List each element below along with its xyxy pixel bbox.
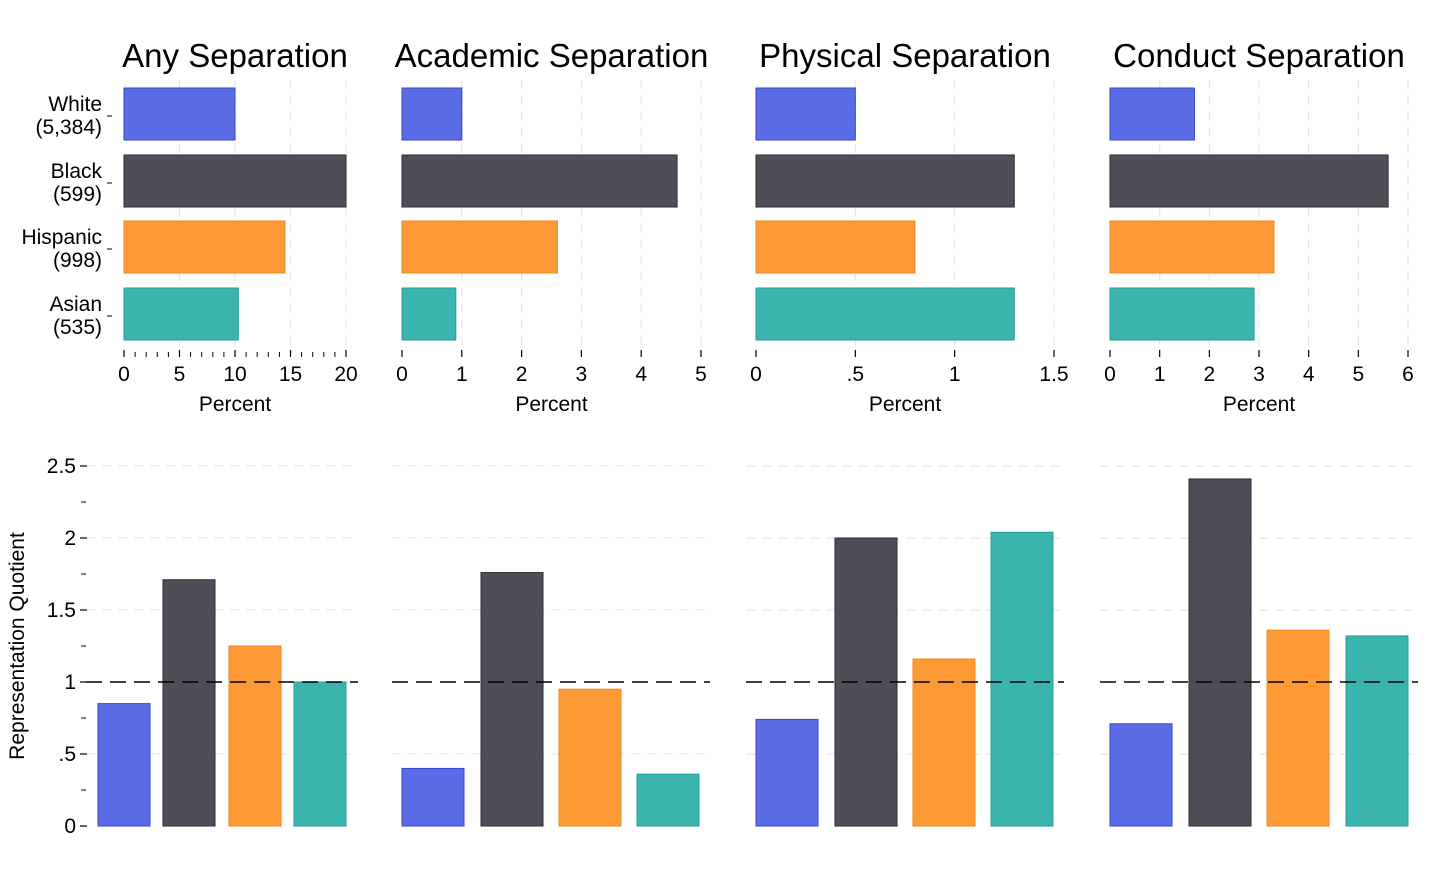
bar-asian [636,773,700,827]
bar-hispanic [1109,220,1275,274]
x-tick-label: 0 [396,363,408,386]
bar-white [1109,723,1173,827]
panel-title: Physical Separation [759,37,1051,74]
y-axis-label: Representation Quotient [6,532,29,760]
bar-hispanic [401,220,558,274]
x-tick-label: 1 [1154,363,1166,386]
bar-black [162,579,216,827]
category-count-label: (599) [53,183,102,206]
y-tick-label: 1.5 [47,599,76,622]
y-tick-label: 0 [64,815,76,838]
panel-title: Academic Separation [395,37,709,74]
x-tick-label: 0 [750,363,762,386]
x-tick-label: 2 [1203,363,1215,386]
bar-hispanic [558,688,622,827]
bar-asian [990,531,1054,827]
bar-black [1109,154,1389,208]
x-tick-label: 5 [695,363,707,386]
x-tick-label: 2 [516,363,528,386]
bar-black [755,154,1015,208]
y-tick-label: 1 [64,671,76,694]
y-tick-label: 2 [64,527,76,550]
bar-asian [401,287,457,341]
category-label: Asian [49,293,102,316]
bar-asian [1109,287,1255,341]
bar-black [123,154,347,208]
category-count-label: (5,384) [35,116,102,139]
panel-title: Conduct Separation [1113,37,1405,74]
x-tick-label: 10 [223,363,246,386]
x-tick-label: 3 [1253,363,1265,386]
x-tick-label: 4 [635,363,647,386]
x-tick-label: 0 [1104,363,1116,386]
x-tick-label: 4 [1303,363,1315,386]
x-tick-label: 6 [1402,363,1414,386]
x-tick-label: 20 [334,363,357,386]
bar-hispanic [912,658,976,827]
x-tick-label: 0 [118,363,130,386]
category-label: Black [51,160,103,183]
x-tick-label: 3 [576,363,588,386]
y-tick-label: .5 [58,743,76,766]
panel-title: Any Separation [122,37,348,74]
bar-asian [293,681,347,827]
bar-asian [123,287,239,341]
x-axis-label: Percent [515,393,588,416]
category-count-label: (998) [53,249,102,272]
x-tick-label: 5 [1352,363,1364,386]
x-tick-label: 5 [174,363,186,386]
x-tick-label: 1 [949,363,961,386]
bar-asian [1345,635,1409,827]
x-tick-label: 1 [456,363,468,386]
y-tick-label: 2.5 [47,455,76,478]
category-label: White [48,93,102,116]
x-tick-label: 1.5 [1039,363,1068,386]
bar-black [1188,478,1252,827]
x-tick-label: 15 [279,363,302,386]
bar-hispanic [228,645,282,827]
bar-white [1109,87,1195,141]
bar-black [401,154,678,208]
bar-hispanic [755,220,916,274]
x-tick-label: .5 [847,363,865,386]
bar-white [755,87,856,141]
bar-black [480,572,544,827]
bar-white [401,87,463,141]
category-label: Hispanic [21,226,102,249]
bar-hispanic [1266,629,1330,827]
x-axis-label: Percent [869,393,942,416]
bar-white [401,767,465,827]
category-count-label: (535) [53,316,102,339]
bar-white [97,703,151,827]
bar-asian [755,287,1015,341]
x-axis-label: Percent [1223,393,1296,416]
x-axis-label: Percent [199,393,272,416]
bar-white [755,718,819,827]
bar-white [123,87,236,141]
bar-hispanic [123,220,286,274]
